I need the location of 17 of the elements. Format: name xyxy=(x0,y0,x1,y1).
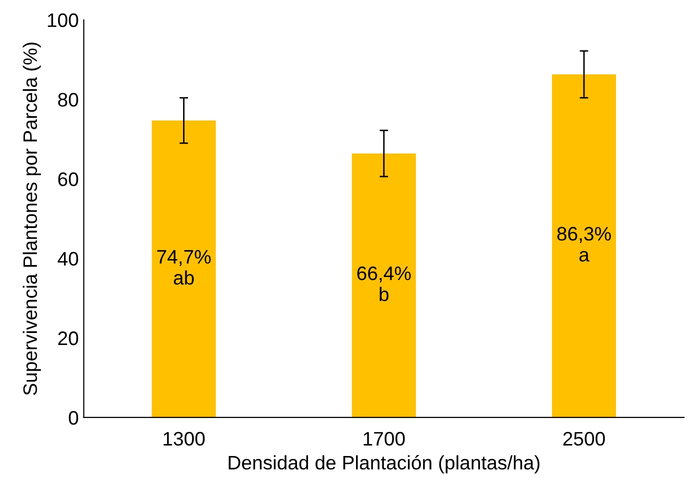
x-tick-label: 1300 xyxy=(164,432,205,446)
bar xyxy=(352,153,416,418)
y-axis-title: Supervivencia Plantones por Parcela (%) xyxy=(22,42,41,396)
y-tick-label: 20 xyxy=(58,331,78,346)
data-label: 74,7% ab xyxy=(157,250,211,285)
x-tick-label: 1700 xyxy=(364,432,405,446)
data-label: 86,3% a xyxy=(557,226,611,262)
bar xyxy=(152,120,216,418)
bar xyxy=(552,74,616,418)
y-tick-label: 0 xyxy=(68,410,78,425)
y-tick-label: 100 xyxy=(48,13,78,28)
x-tick-label: 2500 xyxy=(563,432,605,446)
data-label: 66,4% b xyxy=(357,266,411,302)
x-axis-title: Densidad de Plantación (plantas/ha) xyxy=(228,455,540,474)
y-tick-label: 60 xyxy=(58,172,78,186)
y-tick-label: 80 xyxy=(58,92,78,107)
y-tick-label: 40 xyxy=(58,252,78,266)
